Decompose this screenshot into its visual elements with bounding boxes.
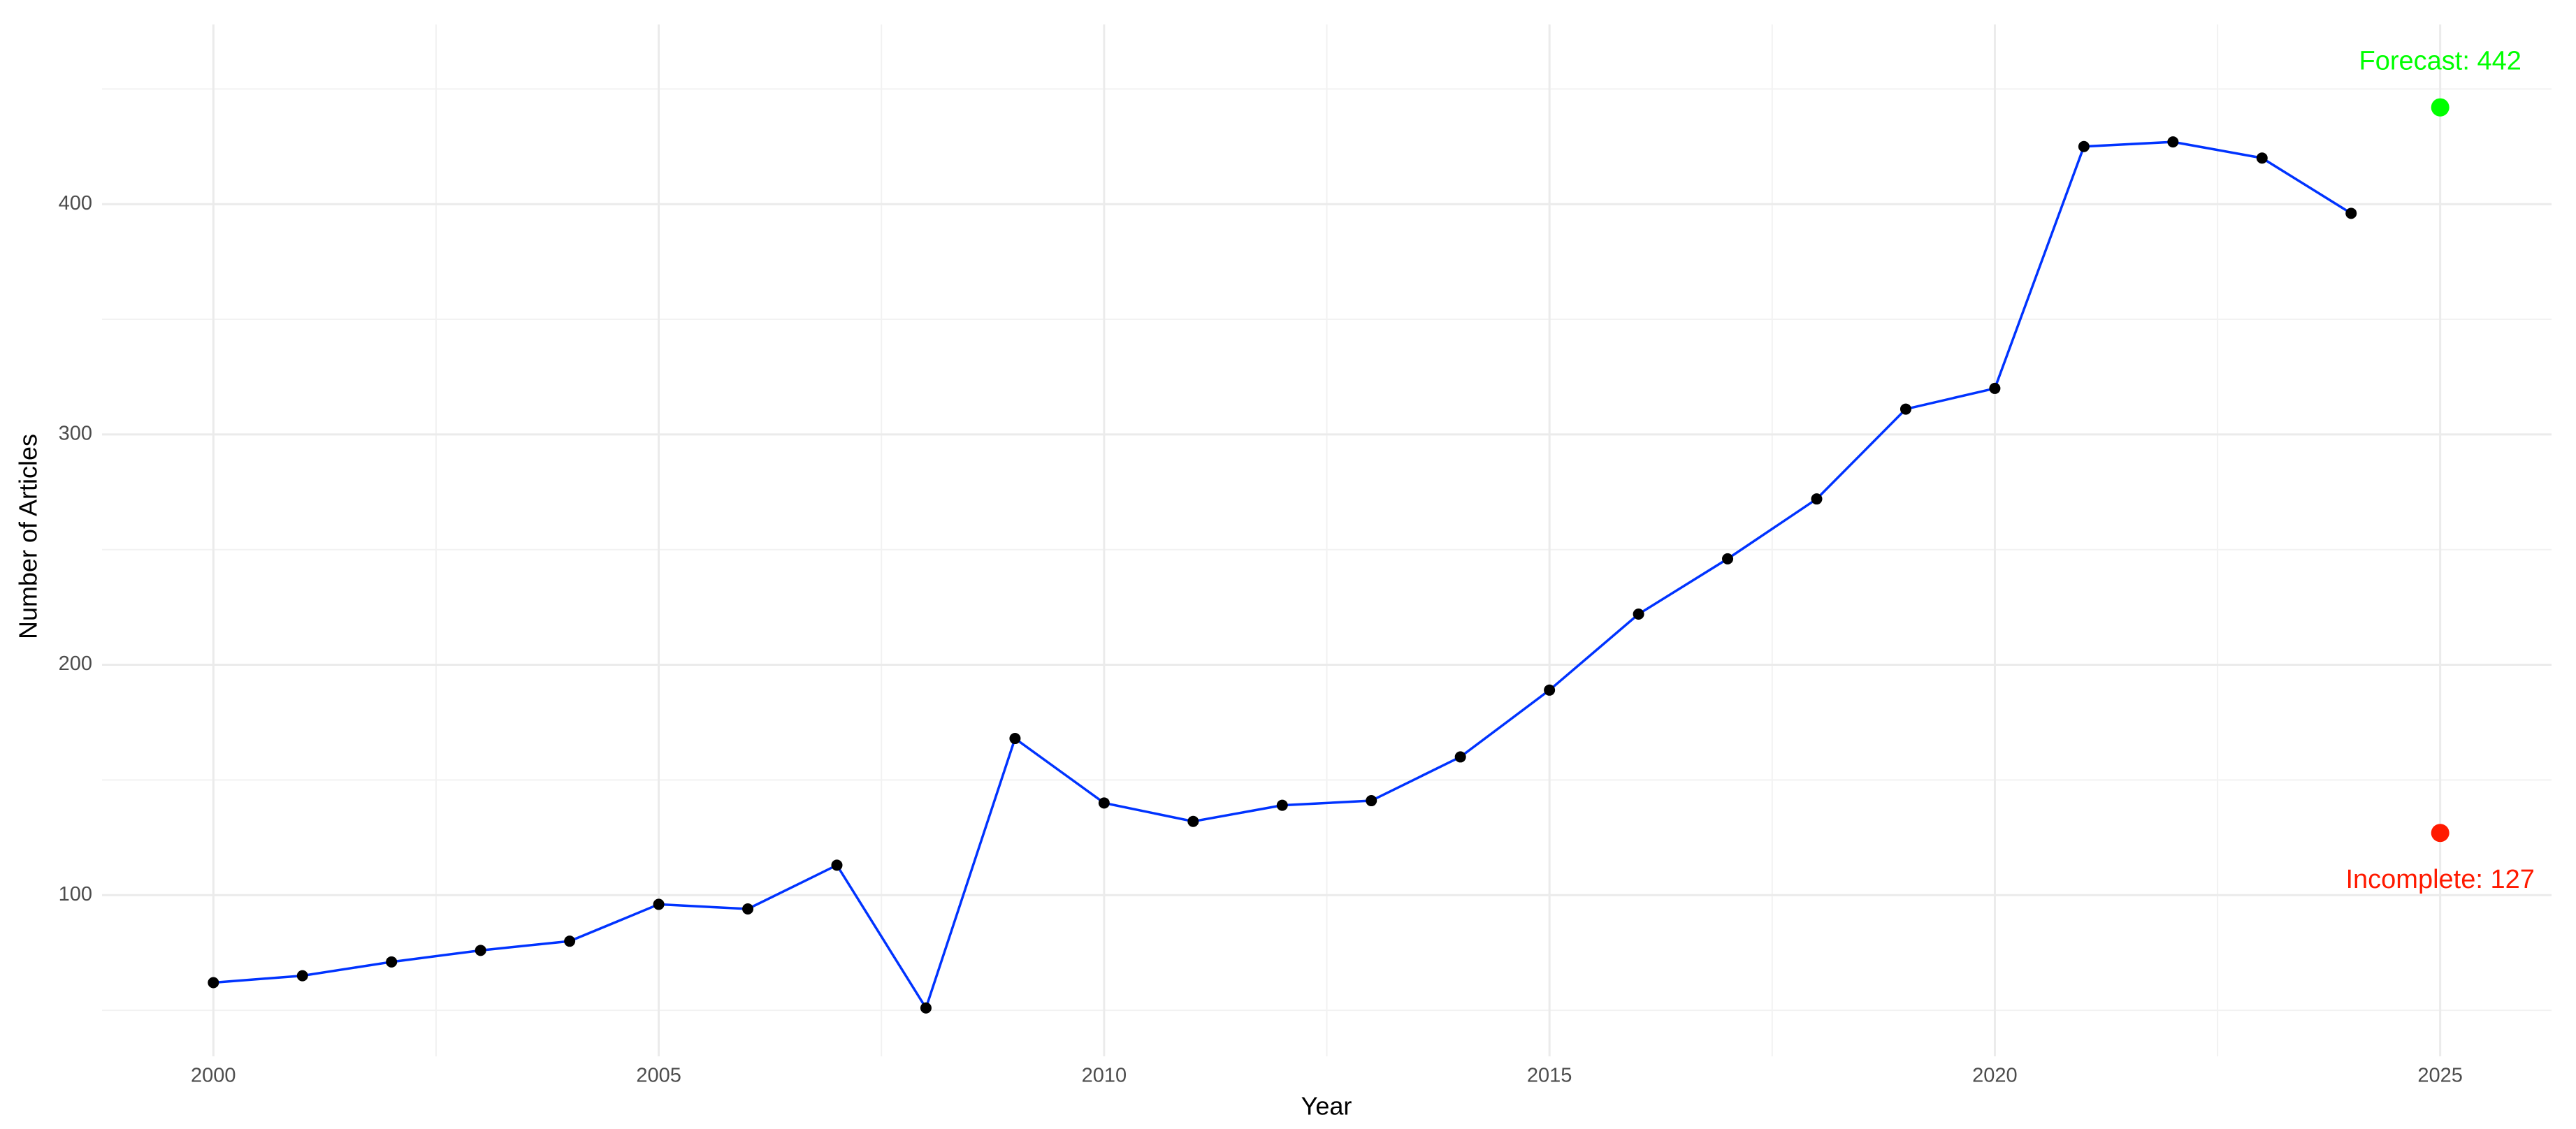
data-point	[296, 970, 308, 982]
y-tick-label: 400	[59, 192, 92, 214]
y-tick-label: 300	[59, 423, 92, 445]
data-point	[1098, 797, 1110, 809]
data-point	[1544, 684, 1556, 696]
data-point	[386, 956, 398, 968]
annotation-point	[2431, 98, 2450, 117]
x-tick-label: 2020	[1972, 1065, 2018, 1087]
y-tick-label: 200	[59, 653, 92, 675]
data-point	[2256, 152, 2268, 164]
x-axis-title: Year	[1301, 1092, 1352, 1121]
data-point	[1722, 553, 1734, 564]
x-tick-label: 2025	[2417, 1065, 2463, 1087]
data-point	[1187, 815, 1199, 827]
data-point	[1366, 795, 1377, 807]
data-point	[475, 945, 486, 956]
annotation-label: Incomplete: 127	[2345, 865, 2534, 894]
data-point	[1900, 403, 1911, 415]
data-point	[1454, 751, 1466, 763]
data-point	[2078, 140, 2090, 152]
annotation-label: Forecast: 442	[2359, 47, 2521, 76]
data-point	[2167, 136, 2179, 148]
data-point	[1811, 493, 1823, 505]
y-tick-label: 100	[59, 883, 92, 905]
x-tick-label: 2000	[191, 1065, 236, 1087]
y-axis-title: Number of Articles	[14, 434, 43, 639]
data-point	[831, 859, 843, 871]
data-point	[1989, 382, 2001, 394]
data-point	[1276, 799, 1288, 811]
x-tick-label: 2010	[1082, 1065, 1127, 1087]
data-point	[208, 977, 219, 989]
data-point	[920, 1002, 932, 1014]
data-point	[1633, 609, 1644, 620]
data-point	[564, 935, 576, 947]
annotation-point	[2431, 824, 2450, 843]
data-line	[213, 140, 2352, 1011]
data-point	[653, 898, 665, 910]
data-point	[742, 903, 754, 915]
x-tick-label: 2015	[1527, 1065, 1572, 1087]
data-point	[2345, 207, 2357, 219]
x-tick-label: 2005	[636, 1065, 681, 1087]
data-point	[1009, 733, 1021, 745]
